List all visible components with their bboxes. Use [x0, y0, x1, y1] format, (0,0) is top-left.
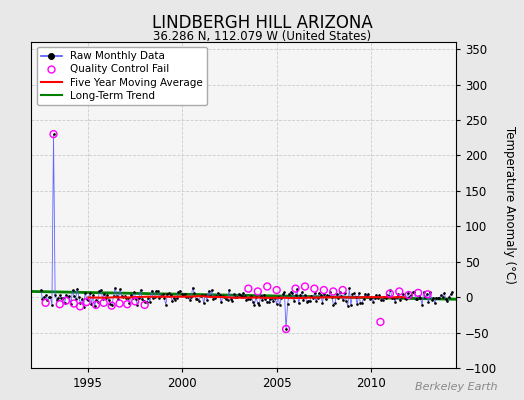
- Text: LINDBERGH HILL ARIZONA: LINDBERGH HILL ARIZONA: [151, 14, 373, 32]
- Point: [320, 287, 328, 293]
- Point: [376, 319, 385, 325]
- Point: [123, 301, 132, 308]
- Point: [92, 302, 100, 308]
- Point: [70, 300, 78, 307]
- Point: [423, 291, 432, 298]
- Y-axis label: Temperature Anomaly (°C): Temperature Anomaly (°C): [504, 126, 517, 284]
- Point: [301, 283, 309, 290]
- Point: [272, 287, 281, 293]
- Point: [76, 303, 84, 310]
- Point: [41, 300, 50, 306]
- Point: [263, 283, 271, 290]
- Point: [115, 300, 124, 307]
- Legend: Raw Monthly Data, Quality Control Fail, Five Year Moving Average, Long-Term Tren: Raw Monthly Data, Quality Control Fail, …: [37, 47, 207, 105]
- Point: [49, 131, 58, 137]
- Point: [62, 298, 70, 304]
- Text: Berkeley Earth: Berkeley Earth: [416, 382, 498, 392]
- Point: [339, 287, 347, 293]
- Point: [100, 300, 108, 306]
- Point: [291, 286, 300, 292]
- Point: [254, 288, 262, 295]
- Point: [56, 301, 64, 308]
- Text: 36.286 N, 112.079 W (United States): 36.286 N, 112.079 W (United States): [153, 30, 371, 43]
- Point: [140, 302, 149, 308]
- Point: [282, 326, 290, 332]
- Point: [82, 299, 91, 305]
- Point: [107, 302, 116, 309]
- Point: [405, 292, 413, 298]
- Point: [329, 288, 337, 295]
- Point: [386, 290, 394, 297]
- Point: [131, 298, 139, 304]
- Point: [395, 288, 403, 295]
- Point: [414, 290, 422, 296]
- Point: [310, 286, 319, 292]
- Point: [244, 286, 253, 292]
